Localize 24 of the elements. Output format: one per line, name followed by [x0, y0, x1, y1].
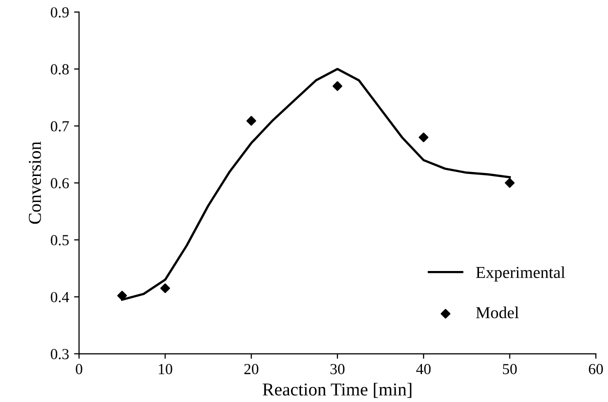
- y-tick-label: 0.6: [50, 178, 69, 188]
- x-tick-label: 10: [158, 364, 172, 374]
- x-tick-label: 40: [416, 364, 431, 374]
- point: [418, 132, 428, 142]
- legend-label: Model: [476, 306, 519, 318]
- y-tick-label: 0.8: [50, 64, 69, 75]
- point: [504, 178, 515, 188]
- point: [160, 283, 170, 294]
- y-tick-label: 0.5: [50, 235, 69, 246]
- y-tick-label: 0.7: [50, 121, 69, 132]
- y-tick-label: 0.4: [50, 292, 70, 302]
- x-tick-label: 20: [244, 364, 258, 374]
- x-tick-label: 30: [330, 364, 344, 374]
- x-tick-label: 60: [588, 364, 603, 374]
- y-tick-label: 0.3: [50, 348, 69, 360]
- point: [117, 290, 127, 301]
- y-tick-label: 0.9: [50, 7, 69, 18]
- point: [246, 116, 256, 126]
- x-tick-label: 50: [502, 364, 517, 374]
- x-tick-label: 0: [76, 364, 82, 374]
- x-axis-title: Reaction Time [min]: [262, 382, 412, 398]
- point: [332, 81, 342, 91]
- legend-label: Experimental: [476, 266, 565, 282]
- y-axis-title: Conversion: [28, 142, 41, 224]
